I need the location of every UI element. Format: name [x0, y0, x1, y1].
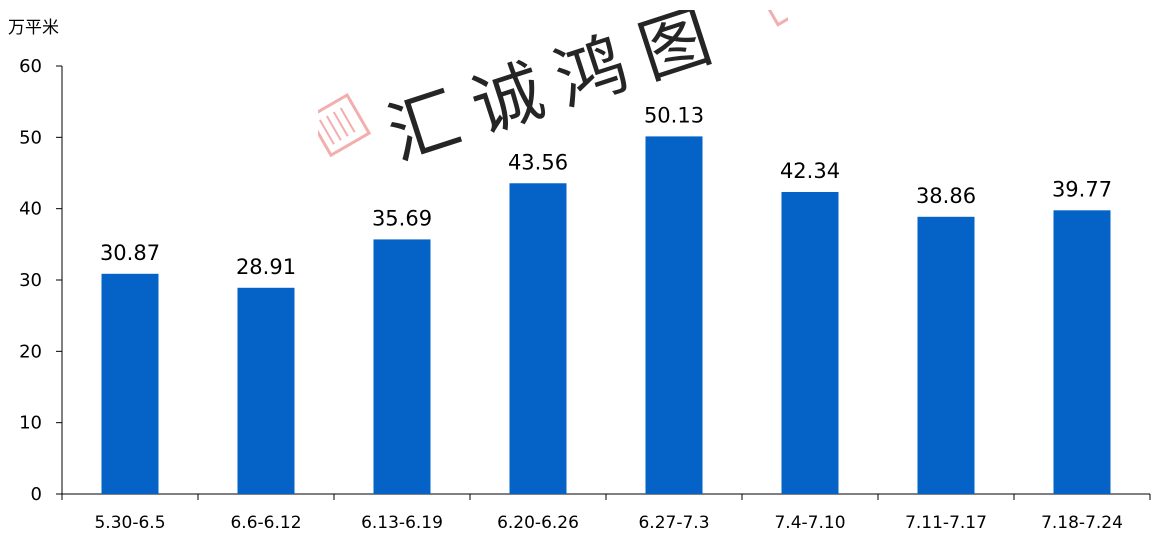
x-tick-label: 6.13-6.19	[361, 513, 443, 533]
bar	[645, 136, 703, 494]
x-axis: 5.30-6.5 6.6-6.12 6.13-6.19 6.20-6.26 6.27-7…	[61, 493, 1151, 533]
y-tick-label: 0	[31, 484, 42, 505]
data-label: 28.91	[236, 255, 296, 279]
bar	[917, 216, 975, 495]
y-tick-label: 60	[19, 56, 42, 77]
x-tick-label: 7.18-7.24	[1041, 513, 1123, 533]
y-axis: 0 10 20 30 40 50 60	[19, 56, 63, 505]
data-label: 39.77	[1052, 177, 1112, 201]
data-label: 35.69	[372, 206, 432, 230]
bar	[101, 273, 159, 494]
data-label: 50.13	[644, 103, 704, 127]
y-tick-label: 10	[19, 413, 42, 434]
bar	[509, 183, 567, 494]
y-tick-label: 50	[19, 127, 42, 148]
y-tick-label: 20	[19, 341, 42, 362]
data-label: 42.34	[780, 159, 840, 183]
y-tick-label: 40	[19, 199, 42, 220]
bar-series	[101, 136, 1111, 495]
bar	[781, 191, 839, 494]
bar	[237, 287, 295, 494]
x-tick-label: 6.27-7.3	[638, 513, 709, 533]
x-tick-label: 5.30-6.5	[94, 513, 165, 533]
y-unit-label: 万平米	[8, 18, 59, 38]
bar	[373, 239, 431, 494]
data-label: 30.87	[100, 241, 160, 265]
data-label: 43.56	[508, 150, 568, 174]
x-tick-label: 6.6-6.12	[230, 513, 301, 533]
x-tick-label: 7.11-7.17	[905, 513, 987, 533]
data-labels: 30.87 28.91 35.69 43.56 50.13 42.34 38.86 39.77	[100, 103, 1112, 278]
bar	[1053, 210, 1111, 495]
y-tick-label: 30	[19, 270, 42, 291]
x-tick-label: 6.20-6.26	[497, 513, 579, 533]
x-tick-label: 7.4-7.10	[774, 513, 845, 533]
data-label: 38.86	[916, 184, 976, 208]
